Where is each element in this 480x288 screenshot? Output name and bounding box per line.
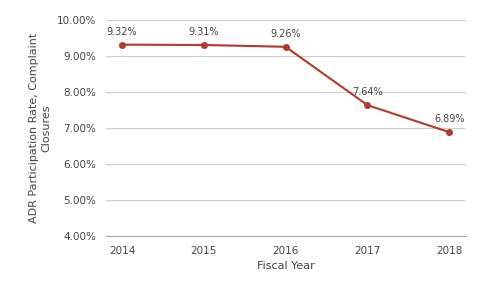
Y-axis label: ADR Participation Rate, Complaint
Closures: ADR Participation Rate, Complaint Closur… (29, 33, 51, 223)
Text: 7.64%: 7.64% (352, 87, 383, 97)
Text: 9.32%: 9.32% (107, 27, 137, 37)
Text: 9.26%: 9.26% (270, 29, 301, 39)
Text: 6.89%: 6.89% (434, 114, 465, 124)
X-axis label: Fiscal Year: Fiscal Year (257, 262, 314, 271)
Text: 9.31%: 9.31% (189, 27, 219, 37)
